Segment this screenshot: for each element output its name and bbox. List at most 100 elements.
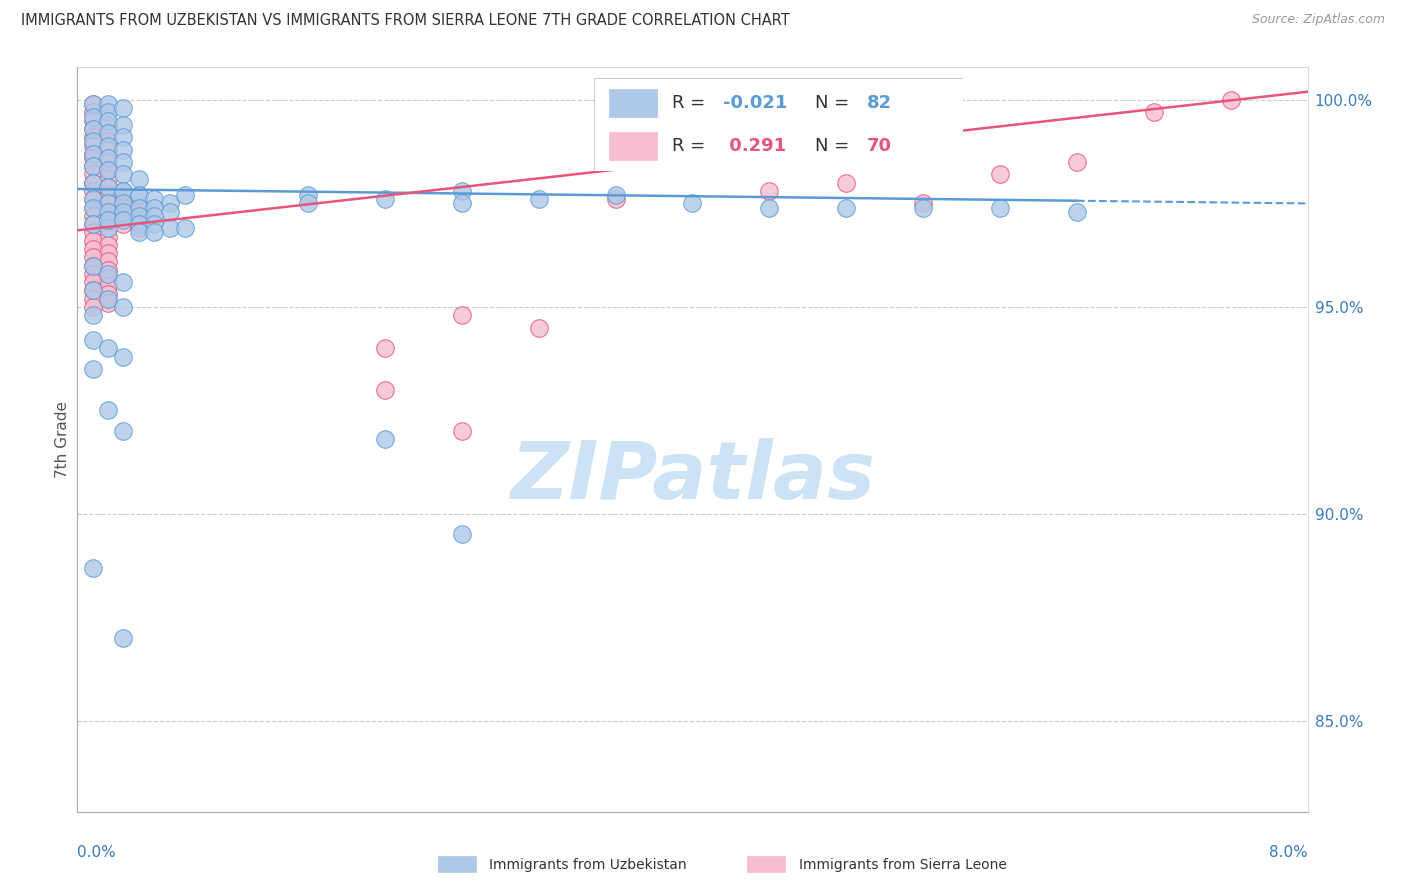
Point xyxy=(758,184,780,198)
Point xyxy=(97,295,120,310)
Point xyxy=(112,300,135,314)
Point xyxy=(128,209,150,223)
Text: 82: 82 xyxy=(868,95,893,112)
Point xyxy=(912,196,935,211)
Point xyxy=(82,168,104,182)
Point xyxy=(82,292,104,306)
Point xyxy=(82,97,104,112)
Point xyxy=(450,424,472,438)
Point xyxy=(97,196,120,211)
Point xyxy=(82,283,104,297)
Text: 8.0%: 8.0% xyxy=(1268,846,1308,860)
Text: IMMIGRANTS FROM UZBEKISTAN VS IMMIGRANTS FROM SIERRA LEONE 7TH GRADE CORRELATION: IMMIGRANTS FROM UZBEKISTAN VS IMMIGRANTS… xyxy=(21,13,790,29)
Point xyxy=(97,262,120,277)
Point xyxy=(82,226,104,240)
Point xyxy=(112,101,135,115)
Point xyxy=(82,176,104,190)
Point xyxy=(82,184,104,198)
Point xyxy=(82,159,104,173)
Point xyxy=(128,188,150,202)
Point xyxy=(97,403,120,417)
Point xyxy=(97,180,120,194)
Point xyxy=(1143,105,1166,120)
Point xyxy=(128,201,150,215)
Point xyxy=(82,362,104,376)
Bar xyxy=(748,856,786,872)
Point xyxy=(97,254,120,268)
Point xyxy=(82,97,104,112)
Point xyxy=(97,188,120,202)
Point xyxy=(97,267,120,281)
Point xyxy=(97,118,120,132)
Point xyxy=(82,113,104,128)
Text: N =: N = xyxy=(815,95,855,112)
Point xyxy=(82,176,104,190)
Point xyxy=(159,204,181,219)
Point xyxy=(82,105,104,120)
Point xyxy=(159,221,181,235)
Point xyxy=(128,188,150,202)
Point xyxy=(97,151,120,165)
Text: Source: ZipAtlas.com: Source: ZipAtlas.com xyxy=(1251,13,1385,27)
Point xyxy=(835,176,858,190)
Point xyxy=(112,143,135,157)
Point xyxy=(143,192,166,206)
Point xyxy=(82,146,104,161)
Point xyxy=(112,168,135,182)
Point xyxy=(112,209,135,223)
Point xyxy=(97,155,120,169)
Point xyxy=(82,217,104,231)
Point xyxy=(97,341,120,355)
Point xyxy=(112,201,135,215)
Point xyxy=(97,221,120,235)
Point xyxy=(82,192,104,206)
Point xyxy=(82,217,104,231)
Point xyxy=(835,201,858,215)
Point xyxy=(97,105,120,120)
Point xyxy=(82,151,104,165)
Point xyxy=(97,163,120,178)
Text: R =: R = xyxy=(672,95,710,112)
Point xyxy=(82,300,104,314)
Text: Immigrants from Uzbekistan: Immigrants from Uzbekistan xyxy=(489,858,688,872)
Point xyxy=(112,196,135,211)
Point xyxy=(174,221,197,235)
Point xyxy=(374,192,396,206)
Point xyxy=(450,196,472,211)
Point xyxy=(682,196,704,211)
Point xyxy=(97,143,120,157)
Point xyxy=(97,287,120,301)
Point xyxy=(82,560,104,574)
Point xyxy=(143,209,166,223)
Point xyxy=(988,168,1011,182)
Point xyxy=(112,213,135,227)
Point xyxy=(174,188,197,202)
Text: ZIPatlas: ZIPatlas xyxy=(510,438,875,516)
Point xyxy=(82,242,104,256)
Point xyxy=(97,134,120,148)
Point xyxy=(82,283,104,297)
Point xyxy=(605,192,627,206)
Point xyxy=(758,201,780,215)
Point xyxy=(297,196,319,211)
Point xyxy=(97,97,120,112)
Point xyxy=(97,246,120,260)
Point xyxy=(112,184,135,198)
Point xyxy=(97,279,120,293)
Point xyxy=(97,213,120,227)
Text: Immigrants from Sierra Leone: Immigrants from Sierra Leone xyxy=(799,858,1007,872)
Point xyxy=(112,424,135,438)
Point xyxy=(112,130,135,145)
Y-axis label: 7th Grade: 7th Grade xyxy=(55,401,70,478)
Point xyxy=(1066,155,1088,169)
Point xyxy=(128,213,150,227)
Point xyxy=(97,196,120,211)
Point xyxy=(82,234,104,248)
Point xyxy=(97,126,120,140)
Point xyxy=(143,201,166,215)
Text: N =: N = xyxy=(815,137,855,155)
Point xyxy=(82,146,104,161)
Point xyxy=(128,196,150,211)
Point xyxy=(82,110,104,124)
Point xyxy=(450,527,472,541)
